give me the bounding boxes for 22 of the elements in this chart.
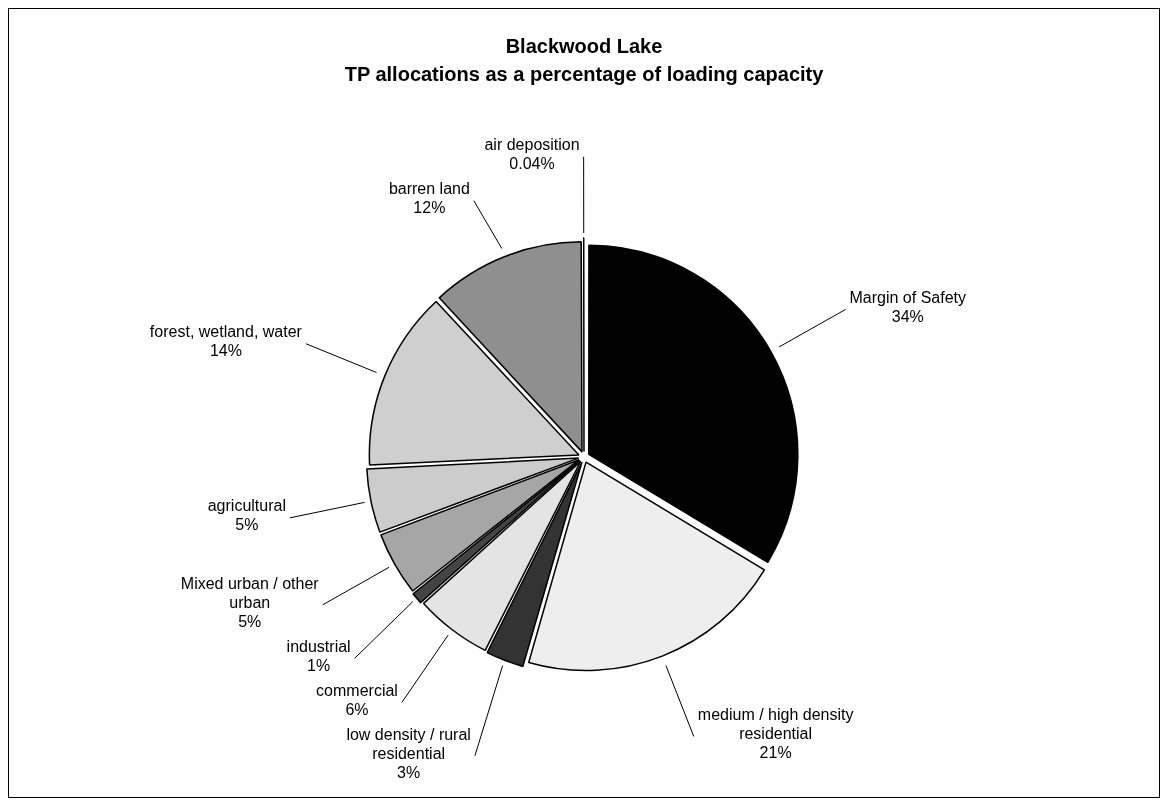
data-label: 21% [759, 744, 792, 762]
data-label: 12% [413, 199, 446, 217]
slice-label: air deposition [484, 136, 580, 154]
slice-label: forest, wetland, water [149, 323, 303, 341]
slice-label: Margin of Safety [849, 288, 966, 306]
slice-label: Mixed urban / other urban [180, 574, 320, 611]
data-label: 1% [307, 656, 331, 674]
slice-label: agricultural [207, 497, 286, 515]
slice-label: commercial [316, 681, 398, 699]
data-label: 5% [238, 612, 262, 630]
data-label: 0.04% [509, 155, 555, 173]
chart-title: Blackwood Lake [505, 34, 663, 57]
chart-subtitle: TP allocations as a percentage of loading capacity [344, 62, 825, 85]
data-label: 14% [209, 342, 242, 360]
slice-label: industrial [286, 637, 351, 655]
data-label: 34% [891, 307, 924, 325]
slice-label: medium / high density residential [697, 706, 854, 743]
slice-label: low density / rural residential [346, 725, 471, 762]
data-label: 6% [345, 700, 369, 718]
data-label: 3% [397, 763, 421, 781]
slice-label: barren land [388, 180, 470, 198]
data-label: 5% [235, 516, 259, 534]
